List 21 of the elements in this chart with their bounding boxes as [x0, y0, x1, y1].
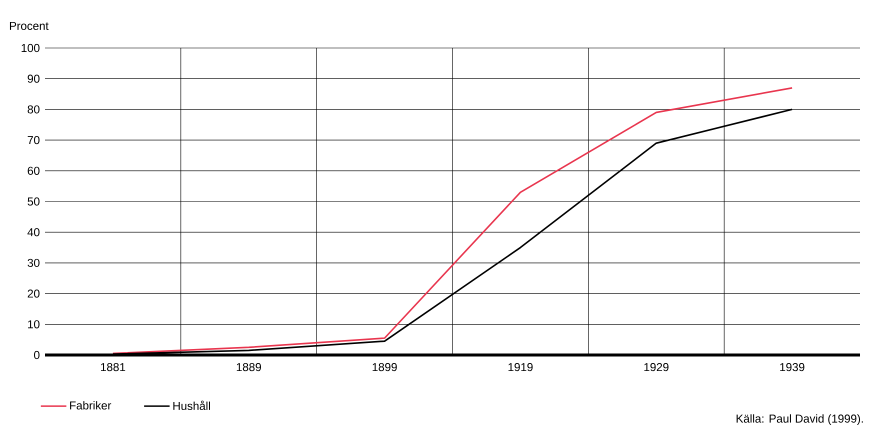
y-tick-label: 0	[34, 350, 40, 360]
x-tick-label: 1919	[508, 363, 533, 372]
text: Källa: Paul David (1999).	[736, 414, 863, 425]
y-tick-label: 20	[28, 290, 40, 298]
y-tick-label: 40	[27, 228, 40, 236]
x-tick-label: 1881	[101, 363, 126, 372]
y-axis-title: Procent	[10, 22, 49, 30]
legend-label: Fabriker	[70, 401, 112, 410]
y-tick-label: 100	[22, 44, 40, 52]
x-tick-label: 1889	[236, 363, 261, 372]
y-tick-label: 90	[28, 74, 40, 83]
y-tick-label: 10	[28, 320, 40, 328]
x-tick-label: 1929	[644, 363, 668, 372]
y-tick-label: 70	[28, 136, 40, 144]
y-tick-label: 60	[28, 166, 40, 175]
y-tick-label: 30	[28, 258, 40, 267]
x-tick-label: 1899	[372, 363, 397, 372]
x-tick-label: 1939	[780, 363, 804, 372]
y-tick-label: 50	[28, 197, 40, 206]
legend-label: Hushåll	[173, 400, 210, 410]
y-tick-label: 80	[28, 105, 40, 114]
